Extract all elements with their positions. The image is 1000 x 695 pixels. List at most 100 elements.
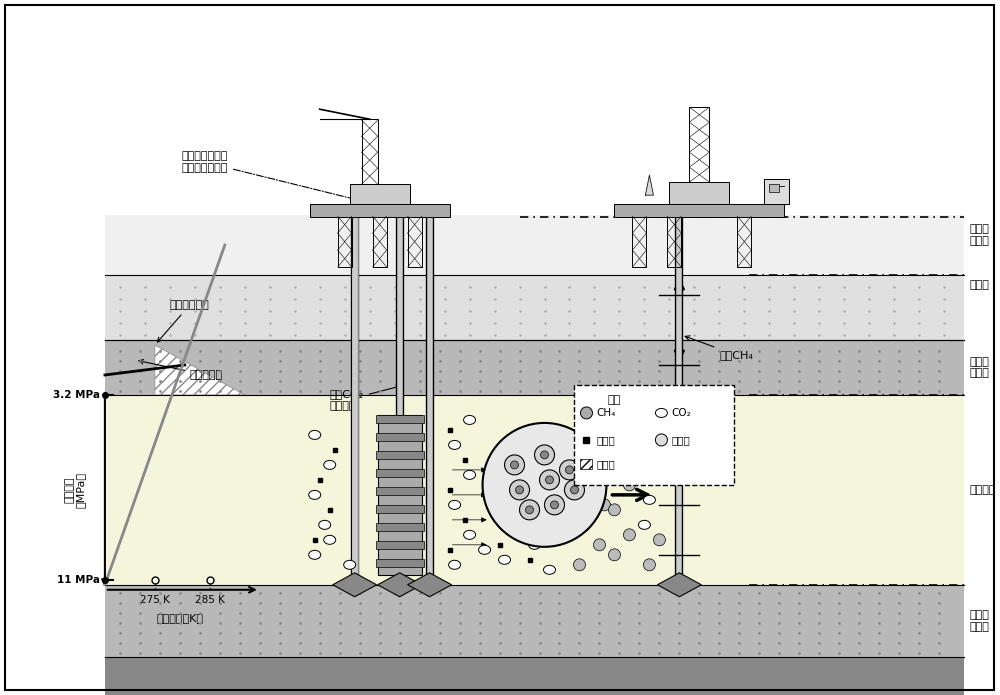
Bar bbox=[373, 217, 387, 267]
Text: 地热等温线: 地热等温线 bbox=[139, 359, 223, 380]
Circle shape bbox=[520, 500, 540, 520]
Ellipse shape bbox=[638, 471, 650, 480]
Bar bbox=[376, 433, 424, 441]
Bar bbox=[669, 182, 729, 204]
Bar bbox=[105, 395, 964, 584]
Circle shape bbox=[505, 455, 525, 475]
Bar bbox=[105, 275, 964, 340]
Ellipse shape bbox=[309, 550, 321, 559]
Circle shape bbox=[655, 434, 667, 446]
Text: 海上产
气平台: 海上产 气平台 bbox=[969, 224, 989, 246]
Text: 水合物层: 水合物层 bbox=[969, 485, 996, 495]
Circle shape bbox=[570, 486, 578, 494]
Circle shape bbox=[546, 476, 554, 484]
Circle shape bbox=[653, 534, 665, 546]
Ellipse shape bbox=[479, 546, 491, 555]
Bar bbox=[310, 204, 450, 217]
Polygon shape bbox=[657, 573, 701, 597]
Bar bbox=[376, 451, 424, 459]
Bar bbox=[376, 469, 424, 477]
Circle shape bbox=[628, 434, 640, 446]
Text: 储层压力
（MPa）: 储层压力 （MPa） bbox=[64, 472, 86, 508]
Circle shape bbox=[516, 486, 524, 494]
Circle shape bbox=[510, 480, 530, 500]
Circle shape bbox=[583, 439, 595, 451]
Circle shape bbox=[564, 480, 584, 500]
Ellipse shape bbox=[464, 530, 476, 539]
Ellipse shape bbox=[449, 560, 461, 569]
Bar bbox=[105, 584, 964, 657]
Text: 海上二氧化碳及
热海水注入平台: 海上二氧化碳及 热海水注入平台 bbox=[182, 152, 372, 204]
Text: 11 MPa: 11 MPa bbox=[57, 575, 100, 584]
Text: 285 K: 285 K bbox=[195, 595, 225, 605]
Circle shape bbox=[565, 466, 573, 474]
Bar bbox=[376, 559, 424, 567]
Circle shape bbox=[573, 559, 585, 571]
Circle shape bbox=[643, 559, 655, 571]
Circle shape bbox=[540, 470, 559, 490]
Circle shape bbox=[608, 549, 620, 561]
Circle shape bbox=[578, 519, 590, 531]
Bar bbox=[632, 217, 646, 267]
Ellipse shape bbox=[499, 500, 511, 509]
Ellipse shape bbox=[324, 535, 336, 544]
Bar bbox=[350, 184, 410, 204]
Polygon shape bbox=[155, 345, 245, 395]
Ellipse shape bbox=[643, 496, 655, 505]
Circle shape bbox=[598, 499, 610, 511]
Circle shape bbox=[593, 539, 605, 551]
Circle shape bbox=[593, 419, 605, 431]
Text: 注入CO₂
及热海水: 注入CO₂ 及热海水 bbox=[330, 385, 401, 411]
Circle shape bbox=[580, 407, 592, 419]
Ellipse shape bbox=[648, 445, 660, 455]
Ellipse shape bbox=[514, 475, 526, 484]
Circle shape bbox=[526, 506, 534, 514]
Bar bbox=[378, 415, 422, 575]
Text: 产出CH₄: 产出CH₄ bbox=[685, 336, 753, 360]
Ellipse shape bbox=[324, 460, 336, 469]
Text: 沉积物: 沉积物 bbox=[596, 459, 615, 469]
Ellipse shape bbox=[309, 430, 321, 439]
Ellipse shape bbox=[464, 471, 476, 480]
Circle shape bbox=[535, 445, 555, 465]
Text: 非渗透
岩石层: 非渗透 岩石层 bbox=[969, 357, 989, 378]
Bar bbox=[376, 541, 424, 549]
Polygon shape bbox=[645, 175, 653, 195]
Bar bbox=[376, 505, 424, 513]
Bar bbox=[737, 217, 751, 267]
Circle shape bbox=[545, 495, 564, 515]
Polygon shape bbox=[333, 573, 377, 597]
Text: 海水层: 海水层 bbox=[969, 280, 989, 290]
Ellipse shape bbox=[638, 521, 650, 530]
Text: 储层温度（K）: 储层温度（K） bbox=[156, 613, 203, 623]
Ellipse shape bbox=[344, 560, 356, 569]
Text: CH₄: CH₄ bbox=[596, 408, 616, 418]
Circle shape bbox=[551, 501, 558, 509]
Text: 图例: 图例 bbox=[608, 395, 621, 405]
Text: 3.2 MPa: 3.2 MPa bbox=[53, 390, 100, 400]
Polygon shape bbox=[378, 573, 422, 597]
Ellipse shape bbox=[514, 530, 526, 539]
Circle shape bbox=[573, 479, 585, 491]
Circle shape bbox=[511, 461, 519, 469]
Bar bbox=[376, 487, 424, 495]
Bar bbox=[574, 385, 734, 485]
Bar bbox=[769, 184, 779, 192]
Polygon shape bbox=[408, 573, 452, 597]
Circle shape bbox=[541, 451, 549, 459]
Ellipse shape bbox=[464, 416, 476, 425]
Bar bbox=[764, 179, 789, 204]
Ellipse shape bbox=[319, 521, 331, 530]
Bar bbox=[580, 459, 592, 469]
Bar bbox=[105, 340, 964, 395]
Text: CO₂: CO₂ bbox=[671, 408, 691, 418]
Ellipse shape bbox=[499, 555, 511, 564]
Ellipse shape bbox=[449, 500, 461, 509]
Circle shape bbox=[608, 504, 620, 516]
Circle shape bbox=[559, 460, 579, 480]
Bar bbox=[376, 415, 424, 423]
Bar bbox=[689, 107, 709, 182]
Text: 水合物: 水合物 bbox=[671, 435, 690, 445]
Ellipse shape bbox=[309, 491, 321, 500]
Bar bbox=[105, 657, 964, 695]
